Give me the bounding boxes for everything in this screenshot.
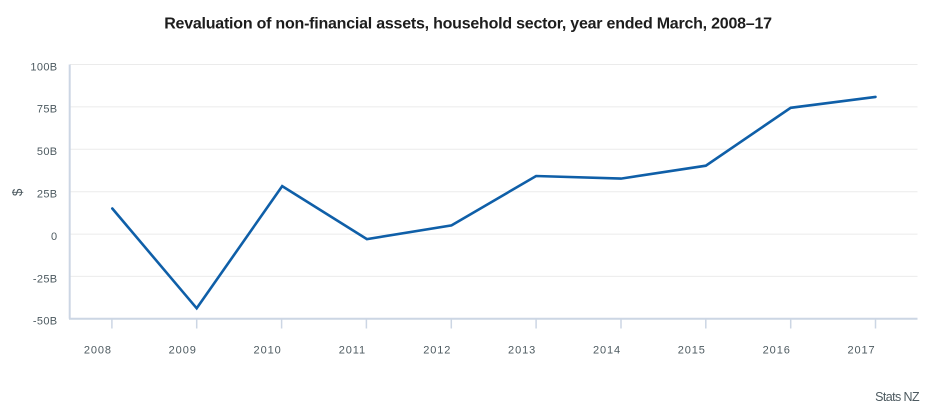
svg-text:25B: 25B — [37, 189, 58, 201]
svg-text:2015: 2015 — [678, 345, 706, 357]
svg-text:Stats NZ: Stats NZ — [875, 390, 920, 404]
svg-text:Revaluation of non-financial a: Revaluation of non-financial assets, hou… — [164, 16, 772, 33]
svg-text:2013: 2013 — [508, 345, 536, 357]
svg-text:0: 0 — [51, 231, 57, 243]
svg-text:2008: 2008 — [84, 345, 112, 357]
svg-text:-50B: -50B — [33, 316, 58, 328]
svg-text:$: $ — [10, 188, 25, 196]
svg-text:2010: 2010 — [254, 345, 282, 357]
svg-text:2009: 2009 — [169, 345, 197, 357]
svg-text:2014: 2014 — [593, 345, 621, 357]
svg-text:50B: 50B — [37, 146, 58, 158]
svg-text:75B: 75B — [37, 104, 58, 116]
svg-text:2016: 2016 — [763, 345, 791, 357]
svg-text:100B: 100B — [30, 61, 57, 73]
svg-text:2012: 2012 — [423, 345, 451, 357]
svg-text:2011: 2011 — [339, 345, 366, 357]
svg-text:-25B: -25B — [33, 273, 58, 285]
svg-text:2017: 2017 — [847, 345, 875, 357]
